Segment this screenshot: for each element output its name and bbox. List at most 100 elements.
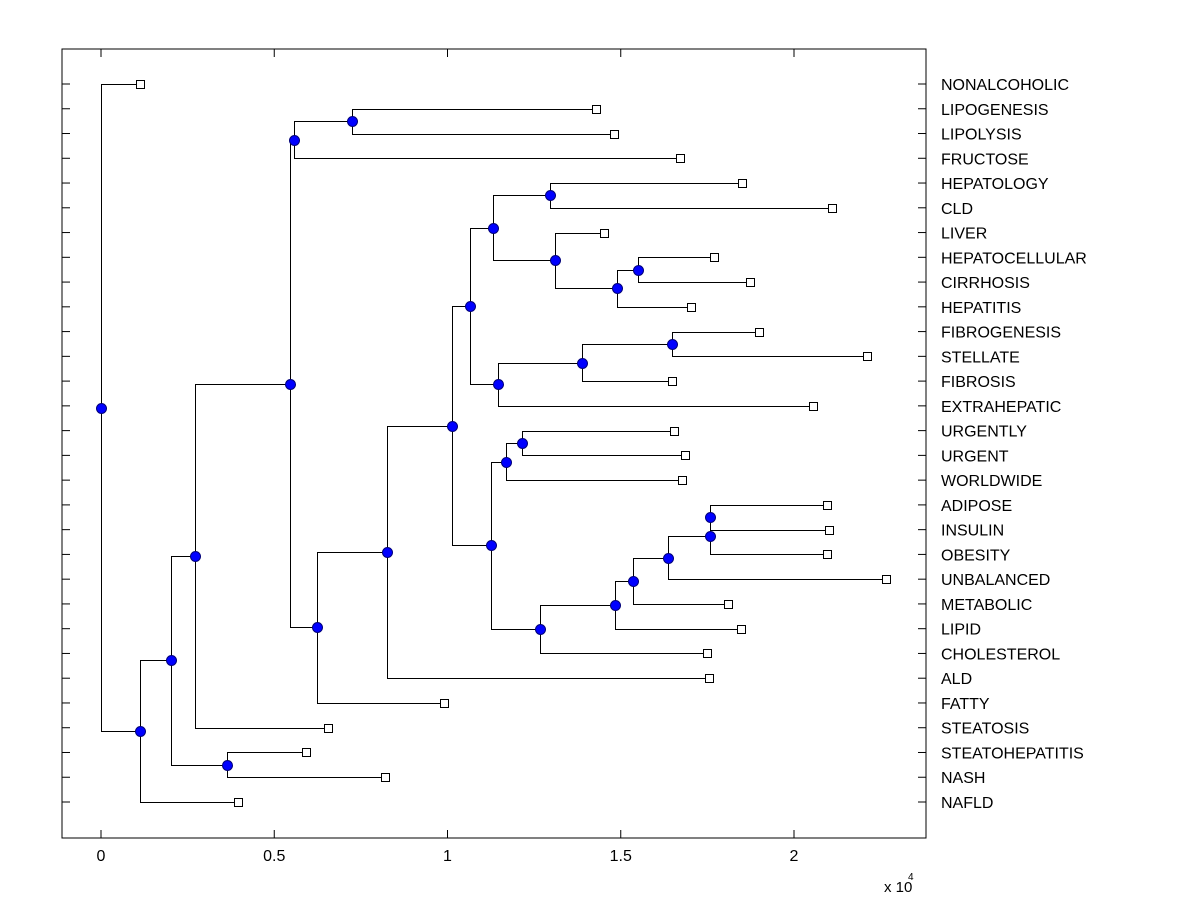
leaf-label: FIBROGENESIS xyxy=(941,325,1061,342)
tree-edge xyxy=(101,408,141,732)
tree-edge xyxy=(638,270,751,283)
leaf-marker xyxy=(882,575,891,584)
tree-edge xyxy=(498,384,814,407)
leaf-marker xyxy=(705,674,714,683)
tree-edge xyxy=(317,552,388,628)
tree-edge xyxy=(672,332,760,345)
leaf-label: LIPOGENESIS xyxy=(941,102,1049,119)
leaf-label: NONALCOHOLIC xyxy=(941,77,1069,94)
tree-edge xyxy=(387,552,710,679)
merge-node-marker xyxy=(96,403,107,414)
leaf-label: URGENT xyxy=(941,448,1009,465)
leaf-label: UNBALANCED xyxy=(941,572,1050,589)
tree-edge xyxy=(672,344,868,357)
leaf-label: STEATOSIS xyxy=(941,721,1029,738)
tree-edge xyxy=(294,140,681,159)
leaf-marker xyxy=(755,328,764,337)
tree-edge xyxy=(540,605,616,630)
merge-node-marker xyxy=(285,379,296,390)
leaf-label: CIRRHOSIS xyxy=(941,275,1030,292)
tree-edge xyxy=(710,505,828,518)
tree-edge xyxy=(550,183,743,196)
tree-edge xyxy=(101,84,141,409)
leaf-marker xyxy=(610,130,619,139)
leaf-marker xyxy=(302,748,311,757)
x-tick-label: 1.5 xyxy=(610,848,632,865)
merge-node-marker xyxy=(465,301,476,312)
x-multiplier-label: x 10 xyxy=(884,879,912,896)
tree-edge xyxy=(498,363,583,385)
leaf-marker xyxy=(710,253,719,262)
leaf-label: HEPATOLOGY xyxy=(941,176,1049,193)
tree-edge xyxy=(522,443,686,456)
tree-edge xyxy=(171,660,228,766)
merge-node-marker xyxy=(705,512,716,523)
tree-edge xyxy=(491,545,541,630)
tree-edge xyxy=(290,384,318,628)
leaf-label: NASH xyxy=(941,770,985,787)
tree-leaves xyxy=(136,80,891,807)
plot-frame xyxy=(61,48,927,839)
merge-node-marker xyxy=(382,547,393,558)
leaf-marker xyxy=(687,303,696,312)
merge-node-marker xyxy=(312,622,323,633)
tree-edge xyxy=(290,140,295,385)
merge-node-marker xyxy=(222,760,233,771)
tree-edge xyxy=(140,660,172,732)
tree-edge xyxy=(615,605,742,630)
tree-edges xyxy=(101,84,887,803)
leaf-label: METABOLIC xyxy=(941,597,1032,614)
leaf-marker xyxy=(324,724,333,733)
leaf-marker xyxy=(825,526,834,535)
x-tick-label: 2 xyxy=(790,848,799,865)
merge-node-marker xyxy=(705,531,716,542)
merge-node-marker xyxy=(610,600,621,611)
leaf-label: HEPATITIS xyxy=(941,300,1021,317)
leaf-marker xyxy=(676,154,685,163)
tree-edge xyxy=(582,363,673,382)
merge-node-marker xyxy=(577,358,588,369)
merge-node-marker xyxy=(166,655,177,666)
tree-edge xyxy=(633,558,669,582)
tree-edge xyxy=(452,306,471,427)
leaf-label: NAFLD xyxy=(941,795,993,812)
leaf-label: LIPOLYSIS xyxy=(941,127,1022,144)
leaf-marker xyxy=(823,550,832,559)
tree-edge xyxy=(195,556,329,729)
leaf-marker xyxy=(746,278,755,287)
merge-node-marker xyxy=(190,551,201,562)
leaf-label: FRUCTOSE xyxy=(941,151,1029,168)
leaf-marker xyxy=(592,105,601,114)
tree-edge xyxy=(317,627,445,704)
leaf-marker xyxy=(863,352,872,361)
tree-edge xyxy=(452,426,492,546)
leaf-label: LIVER xyxy=(941,226,987,243)
tree-edge xyxy=(227,765,386,778)
leaf-label: STELLATE xyxy=(941,349,1020,366)
merge-node-marker xyxy=(488,223,499,234)
merge-node-marker xyxy=(289,135,300,146)
merge-node-marker xyxy=(347,116,358,127)
tree-edge xyxy=(171,556,196,661)
leaf-marker xyxy=(737,625,746,634)
leaf-label: OBESITY xyxy=(941,547,1011,564)
merge-node-marker xyxy=(628,576,639,587)
leaf-label: FATTY xyxy=(941,696,990,713)
x-tick-labels: 0 0.5 1 1.5 2 xyxy=(97,848,799,865)
tree-edge xyxy=(493,228,556,261)
tree-edge xyxy=(140,731,239,803)
tree-edge xyxy=(615,581,634,606)
tree-edge xyxy=(506,462,683,481)
leaf-label: INSULIN xyxy=(941,523,1004,540)
merge-node-marker xyxy=(517,438,528,449)
merge-node-marker xyxy=(486,540,497,551)
tree-edge xyxy=(710,536,828,555)
leaf-label: CLD xyxy=(941,201,973,218)
leaf-marker xyxy=(136,80,145,89)
leaf-marker xyxy=(381,773,390,782)
tree-edge xyxy=(352,109,597,122)
x-multiplier-exponent: 4 xyxy=(908,872,914,883)
tree-edge xyxy=(617,270,639,289)
tree-edge xyxy=(387,426,453,553)
